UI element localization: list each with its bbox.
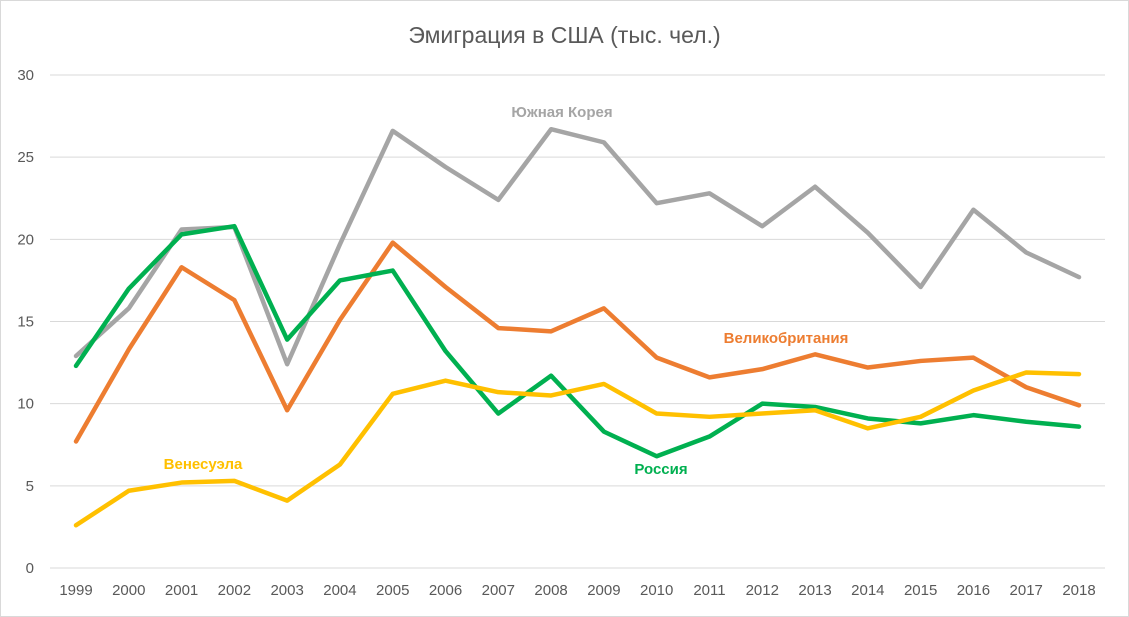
series-line-3 bbox=[73, 370, 1082, 528]
series-label: Россия bbox=[634, 461, 687, 478]
series-line-1 bbox=[73, 240, 1082, 444]
y-tick-label: 15 bbox=[17, 314, 34, 331]
y-tick-label: 0 bbox=[26, 560, 34, 577]
x-tick-label: 2011 bbox=[693, 582, 725, 599]
x-tick-label: 2014 bbox=[851, 582, 884, 599]
y-tick-label: 10 bbox=[17, 396, 34, 413]
x-tick-label: 2006 bbox=[429, 582, 462, 599]
x-tick-label: 2004 bbox=[323, 582, 356, 599]
series-label: Великобритания bbox=[724, 330, 849, 347]
y-tick-label: 5 bbox=[26, 478, 34, 495]
x-tick-label: 2018 bbox=[1062, 582, 1095, 599]
x-tick-label: 2000 bbox=[112, 582, 145, 599]
x-tick-label: 2017 bbox=[1010, 582, 1043, 599]
x-tick-label: 2008 bbox=[534, 582, 567, 599]
x-tick-label: 2001 bbox=[165, 582, 198, 599]
x-tick-label: 2012 bbox=[746, 582, 779, 599]
y-tick-label: 25 bbox=[17, 149, 34, 166]
x-tick-label: 2005 bbox=[376, 582, 409, 599]
chart-title: Эмиграция в США (тыс. чел.) bbox=[408, 22, 721, 48]
x-tick-label: 2002 bbox=[218, 582, 251, 599]
x-tick-label: 2016 bbox=[957, 582, 990, 599]
x-tick-label: 2015 bbox=[904, 582, 937, 599]
series-line-0 bbox=[73, 126, 1082, 367]
x-tick-label: 2007 bbox=[482, 582, 515, 599]
y-tick-label: 20 bbox=[17, 231, 34, 248]
y-tick-label: 30 bbox=[17, 67, 34, 84]
x-tick-label: 2009 bbox=[587, 582, 620, 599]
series-label: Венесуэла bbox=[164, 456, 243, 473]
x-tick-label: 2013 bbox=[798, 582, 831, 599]
x-tick-label: 2003 bbox=[270, 582, 303, 599]
x-tick-label: 2010 bbox=[640, 582, 673, 599]
x-tick-label: 1999 bbox=[59, 582, 92, 599]
series-line-2 bbox=[73, 223, 1082, 459]
series-label: Южная Корея bbox=[511, 104, 612, 121]
